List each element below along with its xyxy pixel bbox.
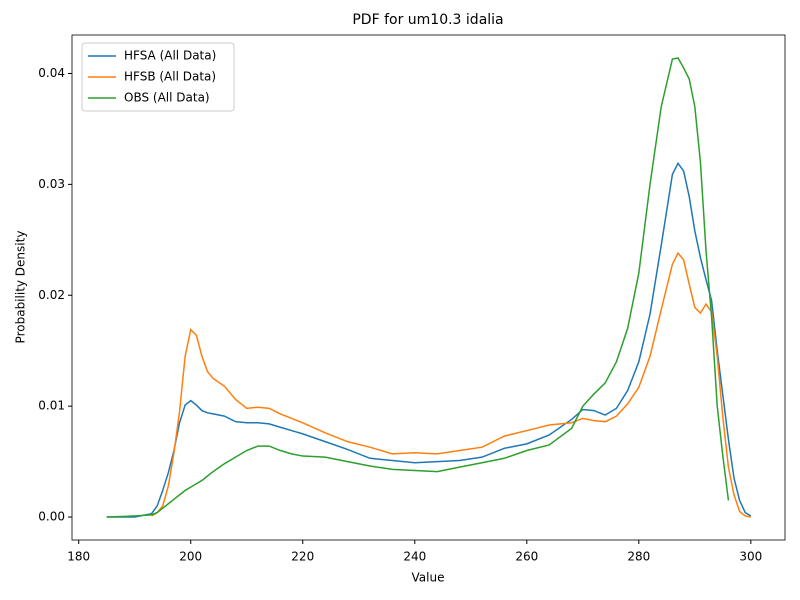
line-series [106, 57, 730, 518]
legend-label: OBS (All Data) [124, 91, 210, 105]
y-tick-label: 0.01 [38, 399, 65, 413]
y-tick-label: 0.02 [38, 288, 65, 302]
x-tick-label: 240 [403, 550, 426, 564]
y-tick-label: 0.00 [38, 510, 65, 524]
x-tick-label: 200 [179, 550, 202, 564]
legend: HFSA (All Data) HFSB (All Data) OBS (All D… [81, 42, 235, 112]
x-tick-label: 180 [67, 550, 90, 564]
line-series [151, 251, 751, 518]
y-axis-label: Probability Density [14, 231, 28, 344]
line-series [106, 161, 752, 518]
x-tick-label: 220 [291, 550, 314, 564]
x-tick-label: 280 [627, 550, 650, 564]
legend-label: HFSA (All Data) [124, 49, 216, 63]
y-tick-label: 0.03 [38, 177, 65, 191]
x-tick-label: 300 [739, 550, 762, 564]
x-tick-label: 260 [515, 550, 538, 564]
legend-frame [81, 42, 235, 112]
plot-frame [71, 34, 786, 541]
chart-title: PDF for um10.3 idalia [352, 12, 503, 28]
x-axis-label: Value [412, 571, 445, 585]
legend-label: HFSB (All Data) [124, 70, 216, 84]
y-tick-label: 0.04 [38, 66, 65, 80]
